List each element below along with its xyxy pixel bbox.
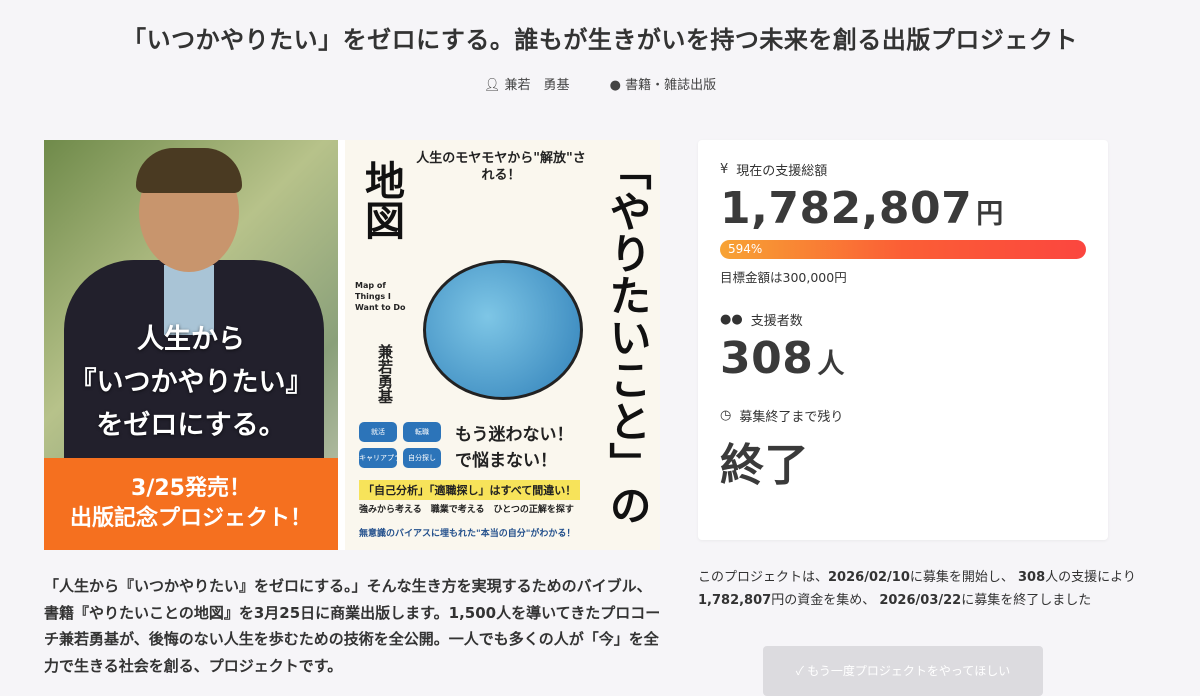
project-description: 「人生から『いつかやりたい』をゼロにする。」そんな生き方を実現するためのバイブル… [44, 577, 661, 675]
yen-icon: ¥ [720, 162, 729, 177]
request-again-button[interactable]: ✓ もう一度プロジェクトをやってほしい [763, 646, 1043, 696]
user-icon: 👤︎ [483, 78, 501, 93]
progress-bar: 594% [720, 240, 1086, 259]
project-summary: このプロジェクトは、2026/02/10に募集を開始し、 308人の支援により … [698, 570, 1136, 608]
users-icon: ●● [720, 312, 743, 327]
project-meta: 👤︎ 兼若 勇基 ● 書籍・雑誌出版 [0, 74, 1200, 93]
backer-count: 308 人 [720, 333, 845, 384]
funding-stats-card: ¥ 現在の支援総額 1,782,807 円 594% 目標金額は300,000円 ●… [698, 140, 1108, 540]
release-banner: 3/25発売！ 出版記念プロジェクト！ [44, 458, 338, 550]
total-amount: 1,782,807 円 [720, 183, 1004, 234]
author-link[interactable]: 👤︎ 兼若 勇基 [483, 78, 570, 93]
photo-caption: 人生から 『いつかやりたい』 をゼロにする。 [69, 324, 313, 441]
tag-icon: ● [609, 78, 621, 93]
clock-icon: ◷ [720, 408, 732, 423]
page-title: 「いつかやりたい」をゼロにする。誰もが生きがいを持つ未来を創る出版プロジェクト [122, 26, 1078, 54]
remaining-time: 終了 [720, 440, 809, 491]
goal-amount: 目標金額は300,000円 [720, 270, 847, 285]
book-cover: 人生のモヤモヤから"解放"される！ 地図 「やりたいこと」の Map of Th… [345, 140, 660, 550]
category-link[interactable]: ● 書籍・雑誌出版 [609, 78, 717, 93]
globe-illustration [423, 260, 583, 400]
project-hero-image: 人生から 『いつかやりたい』 をゼロにする。 3/25発売！ 出版記念プロジェク… [44, 140, 660, 550]
author-photo: 人生から 『いつかやりたい』 をゼロにする。 3/25発売！ 出版記念プロジェク… [44, 140, 338, 550]
